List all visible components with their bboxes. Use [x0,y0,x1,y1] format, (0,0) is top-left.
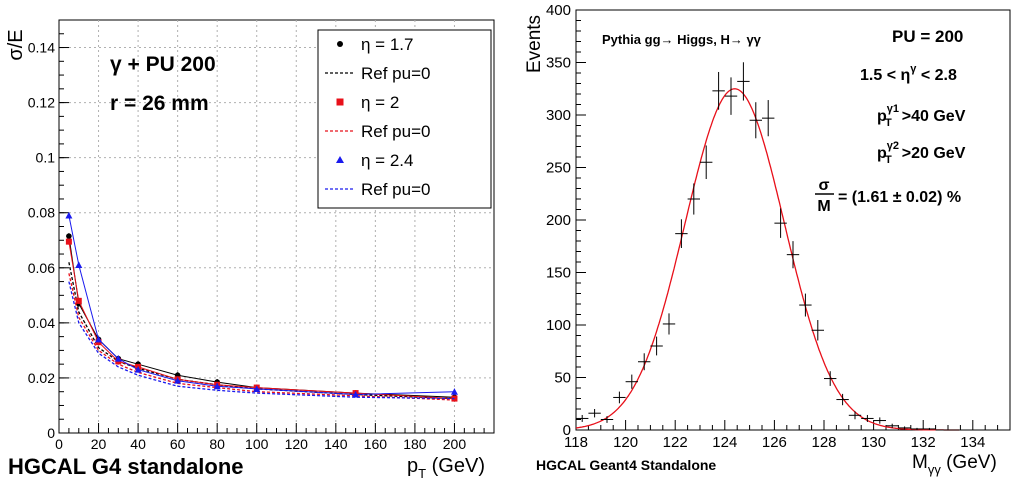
resolution-numerator: σ [819,177,830,194]
right-plot-frame [575,9,1011,431]
right-x-tick-label: 118 [564,434,588,451]
right-x-tick-label: 126 [762,434,787,451]
left-x-tick-label: 20 [91,436,107,452]
left-annotation-radius: r = 26 mm [110,92,209,115]
legend-entry-label: η = 2.4 [361,151,413,170]
left-x-tick-label: 0 [55,436,63,452]
right-x-tick-label: 128 [811,434,836,451]
left-axis-ticks: 0 20 40 60 80 100 120 140 160 180 200 0 0.02 0.04 0.06… [28,33,485,452]
legend-entry-label: Ref pu=0 [361,64,430,83]
left-data-line [68,241,455,400]
legend-entry-label: η = 2 [361,93,399,112]
right-ylabel: Events [524,15,545,73]
left-y-tick-label: 0.02 [28,370,55,386]
right-chart: 118 120 122 124 126 128 130 132 134 0 50 100 150 200 2… [524,2,1011,477]
legend-marker-circle [337,41,343,47]
left-data-point [66,233,72,239]
right-y-tick-label: 200 [546,212,571,229]
left-y-tick-label: 0 [47,425,55,441]
left-ref-curve [68,281,455,400]
right-x-tick-label: 120 [613,434,638,451]
right-pt1-cut: pγ1 T >40 GeV [877,103,966,129]
left-footer: HGCAL G4 standalone [8,454,244,479]
left-legend-box [317,29,492,209]
right-footer: HGCAL Geant4 Standalone [536,457,716,473]
gaussian-fit-curve [575,88,960,431]
right-resolution-label: σ M = (1.61 ± 0.02) % [815,177,961,215]
left-y-tick-label: 0.1 [36,150,56,166]
left-y-tick-label: 0.04 [28,315,55,331]
left-legend: η = 1.7 Ref pu=0 η = 2 Ref pu=0 η = 2.4 Ref p… [325,35,430,199]
right-y-tick-label: 150 [546,265,571,282]
left-data-point [213,382,221,390]
left-x-tick-label: 40 [130,436,146,452]
legend-entry-label: Ref pu=0 [361,122,430,141]
left-y-tick-label: 0.12 [28,95,55,111]
right-series [575,62,961,431]
right-x-tick-label: 130 [861,434,886,451]
left-data-point [95,335,103,343]
left-x-tick-label: 180 [403,436,427,452]
left-annotation-pu: γ + PU 200 [110,53,216,76]
left-x-tick-label: 160 [364,436,388,452]
left-x-tick-label: 140 [324,436,348,452]
left-data-line [68,215,455,396]
right-y-tick-label: 100 [546,317,571,334]
left-x-tick-label: 60 [170,436,186,452]
left-x-tick-label: 120 [285,436,309,452]
left-data-point [75,261,83,269]
legend-entry-label: Ref pu=0 [361,180,430,199]
right-x-tick-label: 122 [663,434,688,451]
left-data-point [114,355,122,362]
left-y-tick-label: 0.06 [28,260,55,276]
right-x-tick-label: 134 [960,434,985,451]
legend-marker-triangle [336,156,344,163]
left-x-tick-label: 100 [245,436,269,452]
left-xlabel: pT (GeV) [407,455,485,481]
left-data-point [75,297,82,304]
left-data-point [65,211,73,219]
right-pt2-cut: pγ2 T >20 GeV [877,140,966,166]
right-process-label: Pythia gg→ Higgs, H→ γγ [602,32,762,47]
left-chart: 0 20 40 60 80 100 120 140 160 180 200 0 0.02 0.04 0.06… [5,19,495,481]
left-data-point [352,390,360,398]
right-y-tick-label: 50 [554,370,571,387]
legend-marker-square [336,98,344,106]
right-x-tick-label: 124 [712,434,737,451]
left-data-point [65,238,72,245]
left-grid [59,20,494,433]
left-ylabel: σ/E [5,29,27,60]
right-y-tick-label: 0 [563,422,571,439]
left-data-point [450,388,458,395]
right-axis-ticks: 118 120 122 124 126 128 130 132 134 0 50 100 150 200 2… [546,2,1011,451]
resolution-denominator: M [817,198,830,215]
legend-entry-label: η = 1.7 [361,35,413,54]
right-x-tick-label: 132 [911,434,936,451]
left-y-tick-label: 0.14 [28,40,55,56]
right-xlabel: Mγγ (GeV) [912,452,997,477]
right-eta-cut: 1.5 < ηγ < 2.8 [860,63,957,84]
resolution-value: = (1.61 ± 0.02) % [838,189,961,206]
right-pu-label: PU = 200 [892,27,963,46]
left-series [65,211,458,402]
right-y-tick-label: 300 [546,107,571,124]
left-data-point [134,366,142,373]
left-data-point [253,385,261,392]
left-x-tick-label: 80 [209,436,225,452]
left-y-tick-label: 0.08 [28,205,55,221]
left-x-tick-label: 200 [443,436,467,452]
right-y-tick-label: 400 [546,2,571,19]
right-y-tick-label: 250 [546,160,571,177]
left-data-point [174,377,182,384]
right-y-tick-label: 350 [546,55,571,72]
